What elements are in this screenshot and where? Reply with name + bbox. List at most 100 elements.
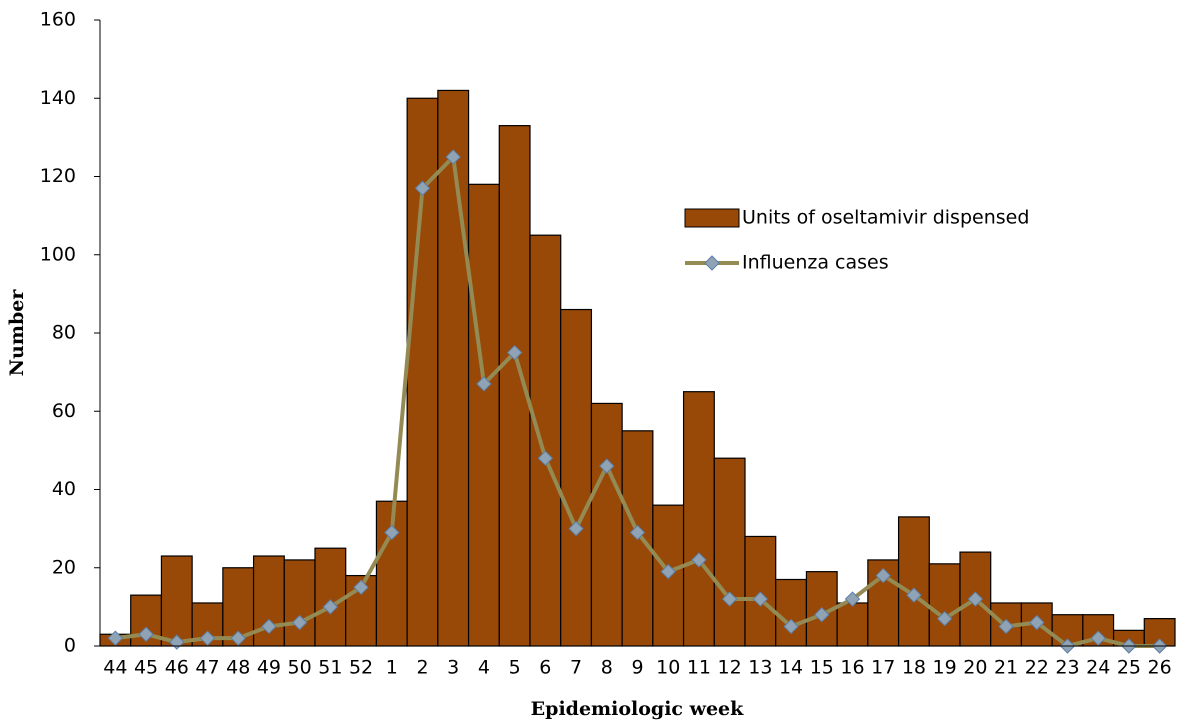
x-tick-label: 17 [871,657,895,679]
y-tick-label: 160 [40,9,76,31]
bar [467,183,500,647]
marker [384,524,400,541]
bar [897,516,930,647]
marker [169,634,185,650]
bar [682,391,715,647]
bar [314,547,347,647]
marker [261,618,277,635]
bar [560,308,593,647]
bar [437,89,470,647]
y-tick-label: 80 [52,322,76,344]
x-tick-label: 21 [994,657,1018,679]
marker [537,450,554,466]
marker [967,591,984,607]
x-tick-label: 8 [601,657,613,679]
bar [836,602,869,647]
legend-marker [704,255,720,271]
bar [406,97,439,647]
x-tick-label: 47 [195,657,219,679]
x-tick-label: 11 [687,657,711,679]
x-tick-label: 13 [748,657,772,679]
y-tick-label: 60 [52,400,76,422]
marker [875,567,891,584]
y-tick-label: 120 [40,165,76,187]
x-tick-label: 23 [1055,657,1079,679]
x-tick-label: 14 [779,657,803,679]
marker [353,579,369,596]
y-tick-label: 0 [64,635,76,657]
x-tick-label: 52 [349,657,373,679]
marker [814,606,830,623]
bar [744,535,777,647]
y-tick-label: 100 [40,243,76,265]
x-tick-label: 20 [963,657,987,679]
marker [844,591,861,607]
legend-label: Influenza cases [742,252,889,274]
x-tick-label: 16 [840,657,864,679]
y-tick-label: 40 [52,478,76,500]
x-tick-label: 9 [631,657,643,679]
marker [414,180,431,196]
marker [322,599,339,615]
x-tick-label: 18 [902,657,926,679]
legend-label: Units of oseltamivir dispensed [742,207,1029,229]
x-tick-label: 7 [570,657,582,679]
x-tick-label: 1 [386,657,398,679]
marker [1029,614,1045,631]
x-tick-label: 44 [103,657,127,679]
marker [936,610,953,627]
bar [928,563,961,647]
marker [783,618,799,635]
bar [775,578,808,647]
bar [713,457,746,647]
marker [291,614,308,631]
x-tick-label: 24 [1086,657,1110,679]
x-tick-label: 46 [165,657,189,679]
x-tick-label: 22 [1025,657,1049,679]
bar [590,402,623,647]
marker [506,344,523,361]
x-tick-label: 48 [226,657,250,679]
x-tick-label: 2 [416,657,428,679]
y-tick-label: 140 [40,87,76,109]
legend-swatch [684,208,740,228]
x-tick-label: 26 [1148,657,1172,679]
x-tick-label: 49 [257,657,281,679]
marker [138,626,154,642]
x-tick-label: 4 [478,657,490,679]
x-tick-label: 19 [933,657,957,679]
marker [445,149,461,165]
marker [660,563,676,580]
x-tick-label: 45 [134,657,158,679]
bar [283,559,316,647]
marker [107,630,124,646]
marker [568,520,584,537]
marker [691,552,707,568]
x-tick-label: 5 [509,657,521,679]
x-tick-label: 50 [288,657,312,679]
marker [906,587,922,603]
marker [752,591,769,607]
y-axis-label: Number [6,289,28,377]
marker [1090,630,1106,646]
marker [230,630,246,646]
x-tick-label: 51 [318,657,342,679]
marker [476,376,492,392]
x-tick-label: 10 [656,657,680,679]
x-axis-label: Epidemiologic week [531,698,744,720]
marker [721,591,738,607]
marker [199,630,216,646]
bar [160,555,193,647]
x-tick-label: 12 [718,657,742,679]
y-tick-label: 20 [52,556,76,578]
marker [998,618,1014,635]
marker [629,524,646,541]
x-tick-label: 25 [1117,657,1141,679]
marker [599,458,615,474]
bar [529,234,562,647]
x-tick-label: 6 [539,657,551,679]
x-tick-label: 15 [810,657,834,679]
x-tick-label: 3 [447,657,459,679]
